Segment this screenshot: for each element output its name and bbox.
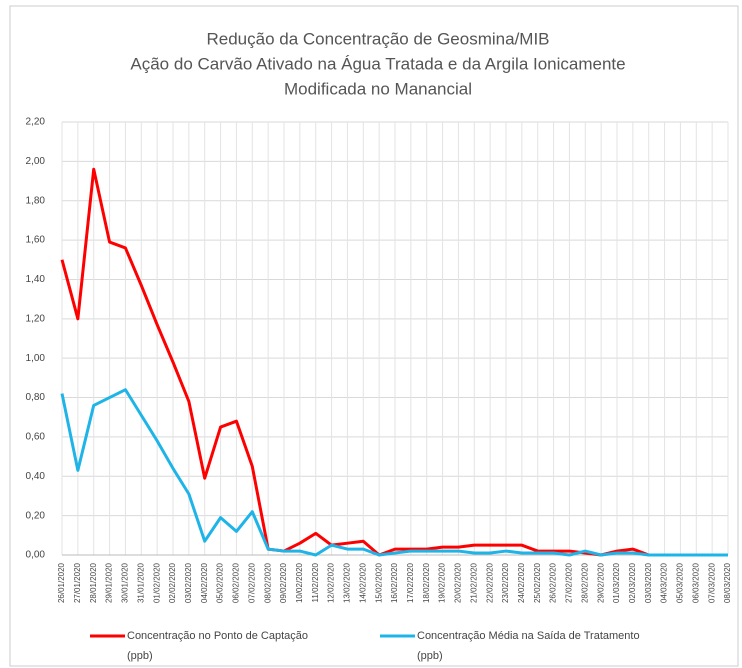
x-tick-label: 03/03/2020 bbox=[644, 562, 653, 603]
legend-label: Concentração no Ponto de Captação bbox=[127, 630, 308, 642]
y-tick-label: 0,40 bbox=[26, 471, 46, 482]
x-tick-label: 08/03/2020 bbox=[723, 562, 732, 603]
x-tick-label: 29/01/2020 bbox=[105, 562, 114, 603]
x-tick-label: 04/02/2020 bbox=[200, 562, 209, 603]
x-tick-label: 11/02/2020 bbox=[311, 562, 320, 602]
x-tick-label: 06/03/2020 bbox=[691, 562, 700, 603]
x-tick-label: 18/02/2020 bbox=[422, 562, 431, 603]
x-tick-label: 08/02/2020 bbox=[263, 562, 272, 603]
x-tick-label: 20/02/2020 bbox=[454, 562, 463, 603]
chart-title: Ação do Carvão Ativado na Água Tratada e… bbox=[130, 54, 625, 73]
x-tick-label: 05/02/2020 bbox=[216, 562, 225, 603]
x-tick-label: 10/02/2020 bbox=[295, 562, 304, 603]
x-tick-label: 24/02/2020 bbox=[517, 562, 526, 603]
series-line bbox=[60, 167, 728, 557]
chart-title: Redução da Concentração de Geosmina/MIB bbox=[206, 29, 549, 48]
x-tick-label: 21/02/2020 bbox=[469, 562, 478, 603]
x-tick-label: 14/02/2020 bbox=[358, 562, 367, 603]
x-tick-label: 28/02/2020 bbox=[580, 562, 589, 603]
x-tick-label: 17/02/2020 bbox=[406, 562, 415, 603]
x-tick-label: 07/02/2020 bbox=[247, 562, 256, 603]
x-tick-label: 29/02/2020 bbox=[596, 562, 605, 603]
x-tick-label: 27/02/2020 bbox=[565, 562, 574, 603]
x-tick-label: 16/02/2020 bbox=[390, 562, 399, 603]
y-tick-label: 0,00 bbox=[26, 550, 46, 561]
x-tick-label: 01/03/2020 bbox=[612, 562, 621, 603]
x-tick-label: 28/01/2020 bbox=[89, 562, 98, 603]
y-tick-label: 1,00 bbox=[26, 353, 46, 364]
legend-label: (ppb) bbox=[127, 650, 153, 662]
x-tick-label: 04/03/2020 bbox=[660, 562, 669, 603]
y-tick-label: 2,20 bbox=[26, 117, 46, 128]
x-tick-label: 15/02/2020 bbox=[374, 562, 383, 603]
x-tick-label: 22/02/2020 bbox=[485, 562, 494, 603]
series-line bbox=[60, 388, 728, 557]
x-tick-label: 06/02/2020 bbox=[232, 562, 241, 603]
y-tick-label: 0,20 bbox=[26, 510, 46, 521]
x-tick-label: 31/01/2020 bbox=[136, 562, 145, 603]
legend-label: (ppb) bbox=[417, 650, 443, 662]
chart-title: Modificada no Manancial bbox=[284, 79, 472, 98]
x-tick-label: 07/03/2020 bbox=[707, 562, 716, 603]
x-tick-label: 05/03/2020 bbox=[676, 562, 685, 603]
y-tick-label: 0,80 bbox=[26, 392, 46, 403]
x-tick-label: 27/01/2020 bbox=[73, 562, 82, 603]
x-tick-label: 26/01/2020 bbox=[57, 562, 66, 603]
x-tick-label: 19/02/2020 bbox=[438, 562, 447, 603]
x-tick-label: 02/03/2020 bbox=[628, 562, 637, 603]
y-tick-label: 0,60 bbox=[26, 432, 46, 443]
x-tick-label: 26/02/2020 bbox=[549, 562, 558, 603]
x-tick-label: 01/02/2020 bbox=[152, 562, 161, 603]
y-tick-label: 2,00 bbox=[26, 156, 46, 167]
x-tick-label: 30/01/2020 bbox=[121, 562, 130, 603]
x-tick-label: 02/02/2020 bbox=[168, 562, 177, 603]
x-tick-label: 25/02/2020 bbox=[533, 562, 542, 603]
x-tick-label: 12/02/2020 bbox=[327, 562, 336, 603]
y-tick-label: 1,60 bbox=[26, 235, 46, 246]
x-tick-label: 13/02/2020 bbox=[343, 562, 352, 603]
x-tick-label: 09/02/2020 bbox=[279, 562, 288, 603]
y-tick-label: 1,20 bbox=[26, 313, 46, 324]
y-tick-label: 1,80 bbox=[26, 195, 46, 206]
x-tick-label: 23/02/2020 bbox=[501, 562, 510, 603]
x-tick-label: 03/02/2020 bbox=[184, 562, 193, 603]
legend-label: Concentração Média na Saída de Tratament… bbox=[417, 630, 640, 642]
y-tick-label: 1,40 bbox=[26, 274, 46, 285]
